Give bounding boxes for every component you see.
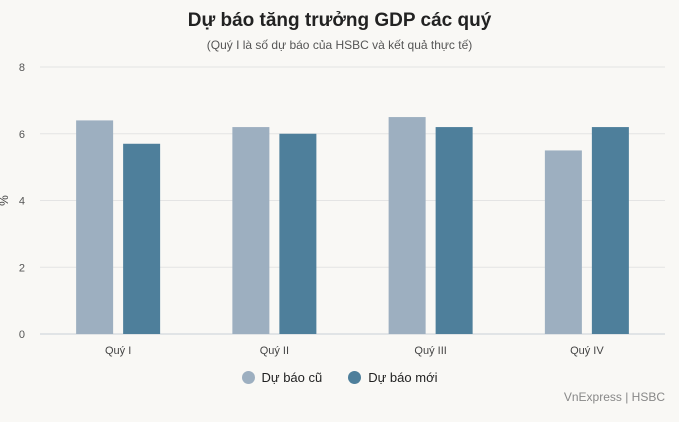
- bar-new-3: [435, 127, 473, 334]
- legend-swatch-new: [348, 371, 362, 384]
- y-tick-label: 2: [19, 262, 25, 274]
- legend-item-old-forecast[interactable]: Dự báo cũ: [241, 370, 323, 385]
- source-credit: VnExpress | HSBC: [563, 390, 665, 404]
- legend-item-new-forecast[interactable]: Dự báo mới: [348, 370, 437, 385]
- bar-old-3: [388, 117, 426, 334]
- legend-label-old: Dự báo cũ: [261, 370, 323, 385]
- y-axis-label: %: [0, 195, 11, 206]
- legend-label-new: Dự báo mới: [368, 370, 438, 385]
- chart-legend: Dự báo cũ Dự báo mới: [0, 370, 679, 385]
- x-tick-label: Quý IV: [570, 345, 604, 357]
- x-tick-label: Quý II: [260, 345, 289, 357]
- x-tick-label: Quý I: [105, 345, 131, 357]
- bar-old-4: [544, 150, 582, 334]
- y-tick-label: 4: [19, 196, 25, 208]
- legend-swatch-old: [241, 371, 255, 384]
- chart-subtitle: (Quý I là số dự báo của HSBC và kết quả …: [206, 38, 473, 52]
- chart-title: Dự báo tăng trưởng GDP các quý: [187, 10, 492, 31]
- y-tick-label: 8: [19, 62, 25, 74]
- y-tick-label: 0: [19, 329, 25, 341]
- bar-old-1: [76, 120, 114, 335]
- x-tick-label: Quý III: [414, 345, 446, 357]
- bar-new-1: [123, 143, 161, 334]
- bar-new-4: [591, 127, 629, 334]
- bar-old-2: [232, 127, 270, 334]
- bar-new-2: [279, 133, 317, 334]
- y-tick-label: 6: [19, 129, 25, 141]
